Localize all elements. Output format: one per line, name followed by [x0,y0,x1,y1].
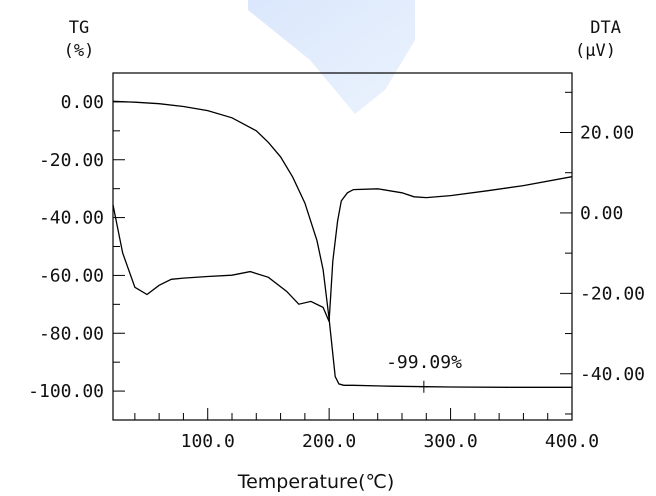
left-tick-label: -40.00 [39,208,104,229]
right-axis-title: DTA [590,18,621,38]
right-tick-label: -20.00 [580,283,645,304]
left-tick-label: -80.00 [39,323,104,344]
right-tick-label: -40.00 [580,364,645,385]
right-tick-label: 20.00 [580,123,634,144]
x-tick-label: 100.0 [181,431,235,452]
watermark-shape [248,0,415,114]
x-tick-label: 200.0 [302,431,356,452]
right-axis-unit: (μV) [575,41,616,61]
plot-frame [112,72,573,421]
left-axis-unit: (%) [64,41,95,61]
x-tick-label: 400.0 [545,431,599,452]
tg-annotation-label: -99.09% [386,352,462,373]
left-tick-label: -100.00 [28,381,104,402]
left-tick-label: -20.00 [39,150,104,171]
x-axis-title: Temperature(℃) [237,471,395,493]
tg-curve [112,100,572,388]
left-tick-label: 0.00 [61,92,104,113]
x-tick-label: 300.0 [423,431,477,452]
dta-curve [112,176,573,322]
left-axis-title: TG [69,18,89,38]
right-tick-label: 0.00 [580,203,623,224]
left-tick-label: -60.00 [39,265,104,286]
